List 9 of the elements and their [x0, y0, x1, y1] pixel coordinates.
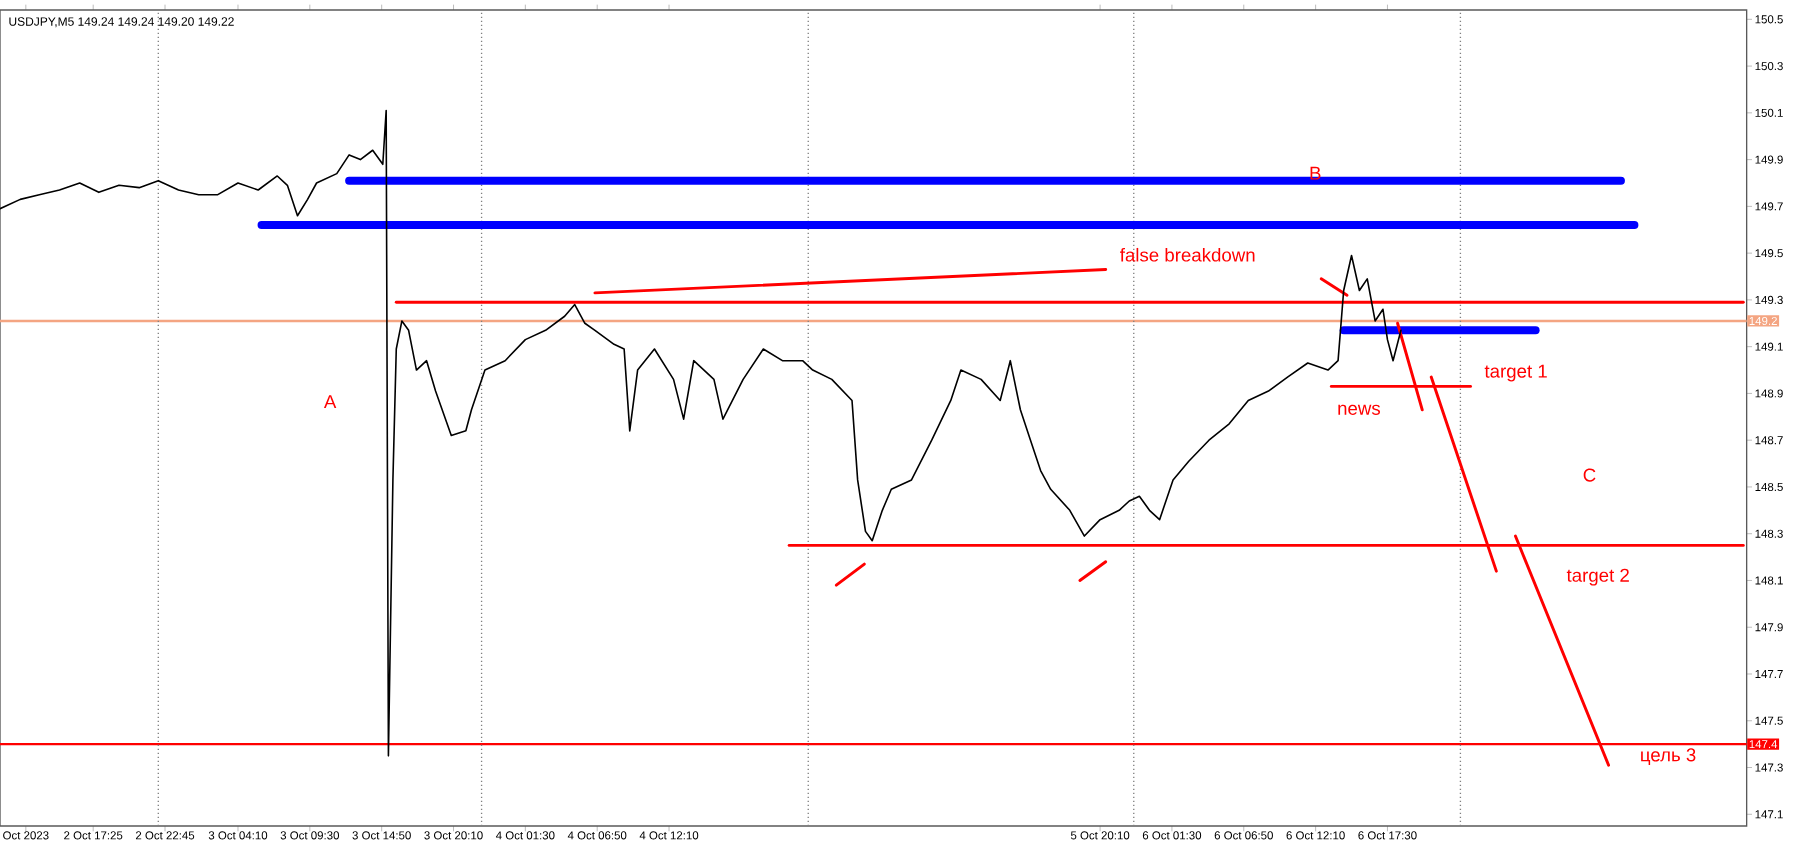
annotation: false breakdown [1120, 247, 1255, 262]
annotation: C [1583, 468, 1596, 482]
line-series [0, 109, 1402, 757]
annotation: target 1 [1484, 364, 1547, 382]
annotation: target 2 [1566, 568, 1629, 586]
annotation: B [1310, 166, 1321, 180]
annotation: news [1338, 404, 1381, 415]
annotation: A [323, 395, 337, 409]
annotation: цель 3 [1641, 748, 1696, 765]
